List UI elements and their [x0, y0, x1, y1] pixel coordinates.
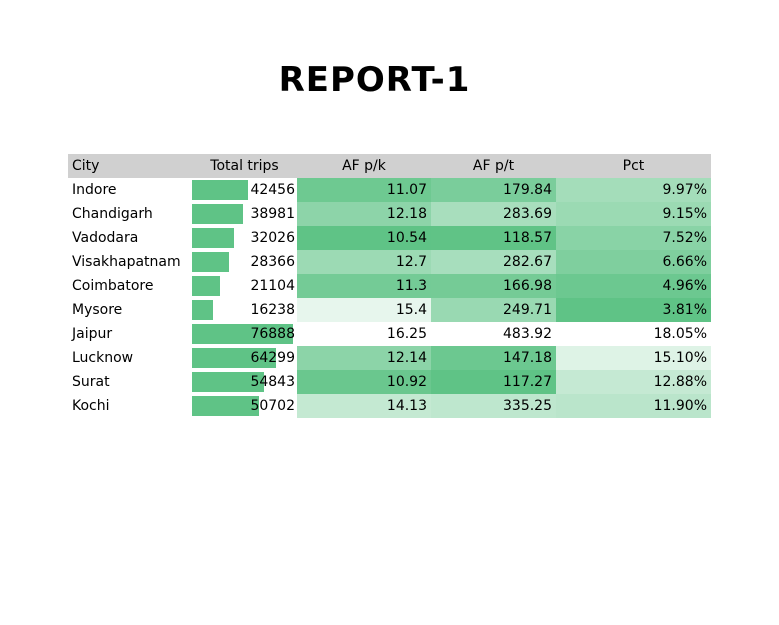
trips-data-bar: [192, 276, 220, 296]
trips-data-bar: [192, 204, 243, 224]
af-pt-cell: 117.27: [431, 370, 556, 394]
af-pk-cell: 11.07: [297, 178, 431, 202]
total-trips-value: 50702: [250, 398, 295, 414]
pct-cell: 15.10%: [556, 346, 711, 370]
report-table: City Total trips AF p/k AF p/t Pct Indor…: [68, 154, 711, 418]
table-row: Visakhapatnam 28366 12.7 282.67 6.66%: [68, 250, 711, 274]
af-pt-cell: 282.67: [431, 250, 556, 274]
af-pt-cell: 166.98: [431, 274, 556, 298]
af-pt-cell: 335.25: [431, 394, 556, 418]
city-cell: Vadodara: [72, 230, 139, 246]
af-pt-cell: 147.18: [431, 346, 556, 370]
table-row: Indore 42456 11.07 179.84 9.97%: [68, 178, 711, 202]
column-header-city: City: [68, 154, 192, 178]
total-trips-cell: 50702: [192, 394, 297, 418]
city-cell: Lucknow: [72, 350, 134, 366]
column-header-af-pk: AF p/k: [297, 154, 431, 178]
total-trips-cell: 32026: [192, 226, 297, 250]
table-header-row: City Total trips AF p/k AF p/t Pct: [68, 154, 711, 178]
pct-cell: 7.52%: [556, 226, 711, 250]
total-trips-value: 76888: [250, 326, 295, 342]
total-trips-value: 32026: [250, 230, 295, 246]
pct-cell: 3.81%: [556, 298, 711, 322]
column-header-af-pt: AF p/t: [431, 154, 556, 178]
table-row: Coimbatore 21104 11.3 166.98 4.96%: [68, 274, 711, 298]
table-row: Mysore 16238 15.4 249.71 3.81%: [68, 298, 711, 322]
af-pk-cell: 10.54: [297, 226, 431, 250]
table-row: Lucknow 64299 12.14 147.18 15.10%: [68, 346, 711, 370]
column-header-pct: Pct: [556, 154, 711, 178]
pct-cell: 6.66%: [556, 250, 711, 274]
af-pk-cell: 16.25: [297, 322, 431, 346]
af-pt-cell: 249.71: [431, 298, 556, 322]
af-pk-cell: 12.14: [297, 346, 431, 370]
trips-data-bar: [192, 300, 213, 320]
af-pk-cell: 12.18: [297, 202, 431, 226]
pct-cell: 4.96%: [556, 274, 711, 298]
city-cell: Visakhapatnam: [72, 254, 181, 270]
city-cell: Indore: [72, 182, 117, 198]
total-trips-value: 38981: [250, 206, 295, 222]
city-cell: Coimbatore: [72, 278, 154, 294]
af-pt-cell: 283.69: [431, 202, 556, 226]
table-row: Chandigarh 38981 12.18 283.69 9.15%: [68, 202, 711, 226]
af-pk-cell: 11.3: [297, 274, 431, 298]
af-pk-cell: 15.4: [297, 298, 431, 322]
trips-data-bar: [192, 252, 229, 272]
city-cell: Jaipur: [72, 326, 113, 342]
table-row: Jaipur 76888 16.25 483.92 18.05%: [68, 322, 711, 346]
table-row: Kochi 50702 14.13 335.25 11.90%: [68, 394, 711, 418]
pct-cell: 11.90%: [556, 394, 711, 418]
trips-data-bar: [192, 372, 264, 392]
trips-data-bar: [192, 396, 259, 416]
af-pk-cell: 10.92: [297, 370, 431, 394]
total-trips-cell: 38981: [192, 202, 297, 226]
pct-cell: 9.15%: [556, 202, 711, 226]
report-title: REPORT-1: [278, 60, 471, 100]
total-trips-cell: 54843: [192, 370, 297, 394]
pct-cell: 18.05%: [556, 322, 711, 346]
trips-data-bar: [192, 348, 276, 368]
af-pk-cell: 14.13: [297, 394, 431, 418]
table-row: Surat 54843 10.92 117.27 12.88%: [68, 370, 711, 394]
city-cell: Mysore: [72, 302, 123, 318]
city-cell: Surat: [72, 374, 110, 390]
pct-cell: 12.88%: [556, 370, 711, 394]
total-trips-cell: 28366: [192, 250, 297, 274]
total-trips-value: 21104: [250, 278, 295, 294]
total-trips-value: 42456: [250, 182, 295, 198]
af-pk-cell: 12.7: [297, 250, 431, 274]
city-cell: Chandigarh: [72, 206, 153, 222]
total-trips-cell: 16238: [192, 298, 297, 322]
total-trips-value: 16238: [250, 302, 295, 318]
city-cell: Kochi: [72, 398, 110, 414]
total-trips-cell: 21104: [192, 274, 297, 298]
total-trips-cell: 76888: [192, 322, 297, 346]
total-trips-value: 64299: [250, 350, 295, 366]
total-trips-cell: 64299: [192, 346, 297, 370]
pct-cell: 9.97%: [556, 178, 711, 202]
total-trips-cell: 42456: [192, 178, 297, 202]
total-trips-value: 28366: [250, 254, 295, 270]
total-trips-value: 54843: [250, 374, 295, 390]
trips-data-bar: [192, 228, 234, 248]
trips-data-bar: [192, 324, 293, 344]
af-pt-cell: 179.84: [431, 178, 556, 202]
column-header-total-trips: Total trips: [192, 154, 297, 178]
trips-data-bar: [192, 180, 248, 200]
table-body: Indore 42456 11.07 179.84 9.97% Chandigarh 389…: [68, 178, 711, 418]
table-row: Vadodara 32026 10.54 118.57 7.52%: [68, 226, 711, 250]
af-pt-cell: 118.57: [431, 226, 556, 250]
af-pt-cell: 483.92: [431, 322, 556, 346]
